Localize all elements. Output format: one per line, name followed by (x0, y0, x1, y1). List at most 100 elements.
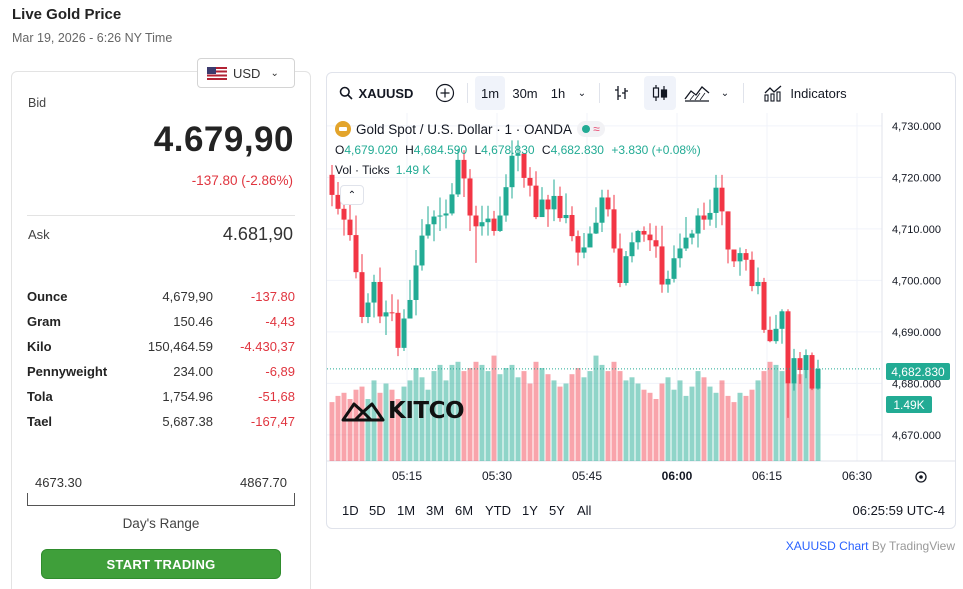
range-5d-button[interactable]: 5D (369, 503, 386, 518)
candle-body (725, 211, 731, 250)
page-date: Mar 19, 2026 - 6:26 NY Time (12, 31, 173, 45)
x-tick-label: 06:15 (752, 469, 782, 483)
bid-label: Bid (28, 96, 47, 110)
range-1y-button[interactable]: 1Y (522, 503, 538, 518)
candle-body (785, 311, 791, 384)
candles-button[interactable] (644, 76, 676, 110)
volume-bar (557, 386, 563, 461)
volume-bar (605, 371, 611, 461)
volume-bar (533, 361, 539, 461)
candle-body (713, 187, 719, 213)
range-6m-button[interactable]: 6M (455, 503, 474, 518)
range-3m-button[interactable]: 3M (426, 503, 445, 518)
candle-body (749, 259, 755, 287)
symbol-search[interactable]: XAUUSD (335, 76, 417, 110)
chart-type-dropdown-icon[interactable]: ⌄ (720, 87, 730, 99)
range-1d-button[interactable]: 1D (342, 503, 359, 518)
range-all-button[interactable]: All (577, 503, 592, 518)
start-trading-button[interactable]: START TRADING (41, 549, 281, 579)
volume-bar (713, 392, 719, 461)
candle-body (719, 187, 725, 212)
candle-body (701, 215, 707, 220)
candle-body (629, 242, 635, 257)
range-5y-button[interactable]: 5Y (549, 503, 565, 518)
volume-bar (503, 368, 509, 461)
candle-body (407, 299, 413, 319)
candle-body (665, 278, 671, 285)
interval-1h[interactable]: 1h (550, 85, 566, 101)
candle-body (671, 258, 677, 279)
candle-body (497, 215, 503, 231)
unit-price: 150.46 (173, 314, 213, 329)
candle-body (743, 253, 749, 260)
candle-body (815, 368, 821, 389)
unit-row-tael: Tael 5,687.38 -167,47 (27, 414, 295, 439)
volume-bar (695, 371, 701, 461)
candle-body (521, 153, 527, 178)
unit-change: -167,47 (250, 414, 295, 429)
candle-body (791, 358, 797, 384)
candle-body (593, 222, 599, 234)
candle-body (431, 216, 437, 225)
volume-bar (683, 395, 689, 461)
candle-body (677, 248, 683, 259)
interval-1m[interactable]: 1m (475, 76, 505, 110)
candle-body (515, 153, 521, 156)
attribution-chart[interactable]: Chart (839, 539, 869, 553)
page-title: Live Gold Price (12, 6, 122, 23)
volume-bar (803, 368, 809, 461)
open-value: 4,679.020 (344, 143, 398, 157)
volume-bar (701, 377, 707, 461)
market-open-dot-icon (582, 125, 591, 133)
candle-body (575, 236, 581, 253)
candle-body (341, 208, 347, 220)
instrument-title: Gold Spot / U.S. Dollar · 1 · OANDA (356, 121, 573, 137)
volume-bar (737, 392, 743, 461)
candle-body (533, 185, 539, 218)
close-label: C (541, 143, 551, 157)
x-tick-label: 06:30 (842, 469, 872, 483)
range-high: 4867.70 (240, 475, 287, 490)
volume-bar (575, 368, 581, 461)
candle-body (389, 312, 395, 314)
interval-dropdown-icon[interactable]: ⌄ (577, 87, 587, 99)
unit-price-table: Ounce 4,679,90 -137.80 Gram 150.46 -4,43… (27, 289, 295, 439)
interval-30m[interactable]: 30m (512, 85, 538, 101)
unit-name: Ounce (27, 289, 68, 304)
range-bar (27, 493, 295, 506)
y-tick-label: 4,710.000 (892, 224, 941, 236)
gold-coin-icon (335, 121, 351, 137)
us-flag-icon (207, 66, 227, 80)
ask-price: 4.681,90 (222, 224, 293, 244)
indicators-button[interactable]: Indicators (755, 76, 855, 110)
volume-bar (785, 383, 791, 461)
volume-bar (707, 386, 713, 461)
volume-bar (461, 371, 467, 461)
currency-select[interactable]: USD ⌄ (197, 58, 295, 88)
candlestick-chart[interactable]: 4,730.000 4,720.000 4,710.000 4,700.000 4,69… (327, 113, 956, 495)
range-1m-button[interactable]: 1M (397, 503, 416, 518)
chart-toolbar: XAUUSD 1m 30m 1h ⌄ ⌄ Indicators (327, 73, 955, 113)
range-ytd-button[interactable]: YTD (485, 503, 511, 518)
compare-button[interactable] (431, 76, 459, 110)
volume-bar (413, 368, 419, 461)
chart-clock: 06:25:59 UTC-4 (852, 503, 946, 518)
candles-icon (652, 85, 668, 101)
area-chart-button[interactable] (681, 76, 713, 110)
bar-style-button[interactable] (607, 76, 637, 110)
candle-body (491, 218, 497, 231)
tradingview-attribution[interactable]: XAUUSD Chart By TradingView (786, 539, 955, 553)
unit-name: Pennyweight (27, 364, 108, 379)
separator (467, 83, 468, 103)
y-tick-label: 4,680.000 (892, 378, 941, 390)
volume-bar (671, 389, 677, 461)
candle-body (641, 230, 647, 235)
unit-change: -4,43 (265, 314, 295, 329)
collapse-legend-button[interactable]: ⌃ (340, 185, 364, 205)
candle-body (689, 233, 695, 238)
bid-change: -137.80 (-2.86%) (191, 173, 293, 188)
attribution-symbol[interactable]: XAUUSD (785, 539, 836, 553)
volume-bar (347, 399, 353, 461)
volume-bar (779, 371, 785, 461)
volume-bar (419, 377, 425, 461)
